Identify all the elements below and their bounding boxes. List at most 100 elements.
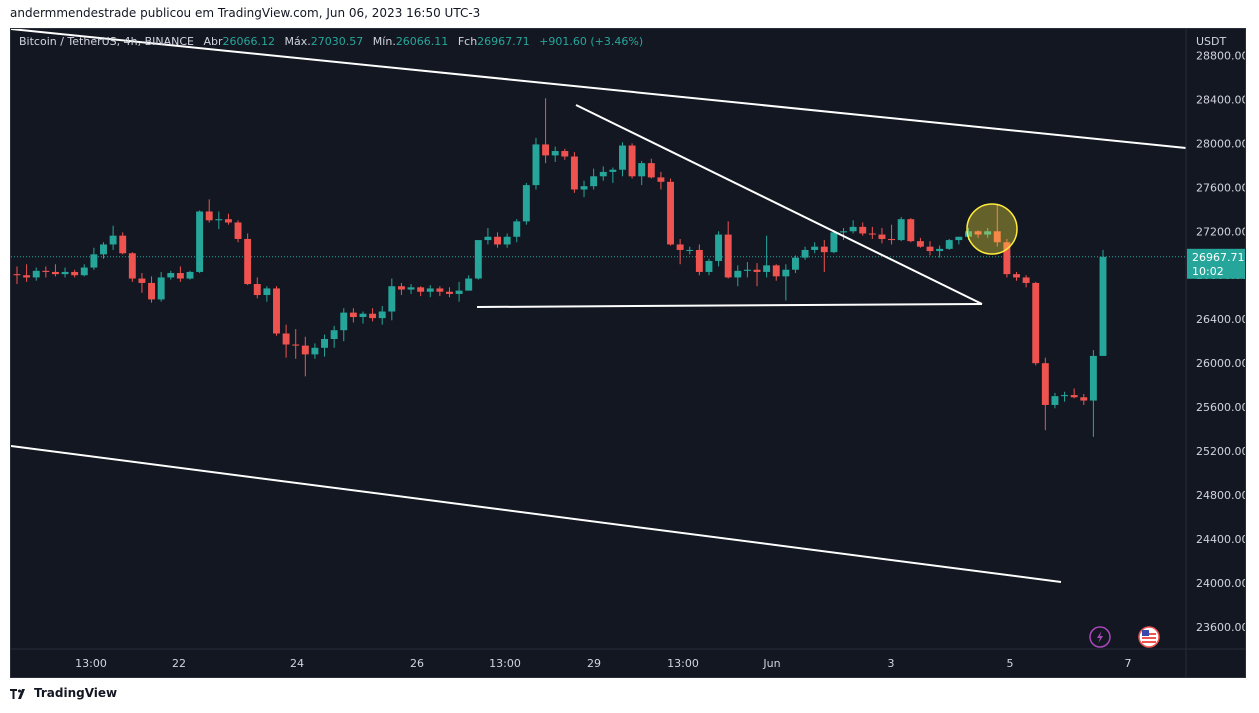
candle[interactable] [686,246,694,255]
candle[interactable] [888,224,896,245]
candle[interactable] [417,286,425,297]
candle[interactable] [695,244,703,276]
candle[interactable] [676,238,684,265]
candle[interactable] [657,171,665,190]
tradingview-logo-icon[interactable] [10,687,28,699]
candle[interactable] [849,220,857,234]
candle[interactable] [80,264,88,277]
candle[interactable] [868,226,876,239]
candle[interactable] [878,227,886,244]
candle[interactable] [1070,388,1078,399]
lower-channel-line[interactable] [11,445,1062,583]
candle[interactable] [359,311,367,324]
candle[interactable] [907,218,915,243]
candle[interactable] [609,167,617,183]
candle[interactable] [1022,275,1030,288]
candle[interactable] [628,143,636,179]
candle[interactable] [1003,238,1011,278]
candle[interactable] [792,255,799,274]
candle[interactable] [196,210,204,274]
candle[interactable] [292,329,300,359]
candle[interactable] [378,306,386,325]
candle[interactable] [205,199,213,223]
candle[interactable] [330,325,338,348]
candle[interactable] [13,266,21,285]
candle[interactable] [561,148,569,160]
candle[interactable] [570,152,578,193]
candle[interactable] [542,98,550,164]
candle[interactable] [859,222,867,236]
candle[interactable] [494,232,501,248]
candle[interactable] [349,308,357,323]
candle[interactable] [753,263,761,287]
candle[interactable] [897,216,905,242]
candle[interactable] [301,336,309,377]
candle[interactable] [465,275,473,291]
candle[interactable] [176,266,184,282]
candle[interactable] [186,270,194,280]
chart-frame[interactable]: USDT 28800.00 28400.00 28000.00 27600.00 272… [10,28,1246,678]
candle[interactable] [61,267,69,278]
candle[interactable] [743,262,751,278]
candle[interactable] [513,219,521,243]
candlestick-chart[interactable]: USDT 28800.00 28400.00 28000.00 27600.00 272… [11,29,1245,677]
candle[interactable] [23,264,31,282]
candle[interactable] [1089,349,1097,437]
candle[interactable] [263,286,271,302]
candle[interactable] [455,281,463,302]
candle[interactable] [253,277,261,299]
candle[interactable] [436,286,444,297]
candle[interactable] [580,180,588,198]
candle[interactable] [244,233,252,286]
candle[interactable] [667,178,674,246]
candle[interactable] [234,220,242,243]
candle[interactable] [1041,357,1049,431]
candle[interactable] [484,227,492,245]
candle[interactable] [71,269,79,278]
candle[interactable] [32,267,40,281]
candle[interactable] [224,213,232,225]
candle[interactable] [772,264,780,281]
candle[interactable] [157,271,165,302]
candle[interactable] [321,334,328,357]
highlight-circle[interactable] [966,203,1018,255]
candle[interactable] [128,252,136,282]
footer-brand[interactable]: TradingView [34,686,118,700]
candle[interactable] [109,225,117,250]
candle[interactable] [51,264,59,277]
triangle-base-line[interactable] [476,303,983,308]
candle[interactable] [1080,393,1088,405]
candle[interactable] [1013,271,1020,281]
candle[interactable] [100,242,107,259]
candle[interactable] [974,230,982,238]
candle[interactable] [397,282,405,296]
candle[interactable] [167,270,175,280]
symbol-title[interactable]: Bitcoin / TetherUS, 4h, BINANCE [19,35,195,48]
candle[interactable] [840,227,847,241]
candle[interactable] [388,278,396,321]
candle[interactable] [503,233,511,248]
candle[interactable] [916,237,924,248]
candle[interactable] [801,246,809,260]
candle[interactable] [1099,249,1107,356]
candle[interactable] [811,242,819,254]
candle[interactable] [273,286,280,336]
candle[interactable] [426,285,434,298]
candle[interactable] [407,284,415,294]
candle[interactable] [715,231,723,267]
candle[interactable] [532,137,540,190]
candle[interactable] [369,308,377,322]
candle[interactable] [590,168,598,190]
candle[interactable] [1061,391,1069,402]
candle[interactable] [782,264,790,301]
candle[interactable] [282,324,290,358]
candle[interactable] [311,343,319,359]
candle[interactable] [638,160,646,186]
candle[interactable] [993,203,1001,247]
candle[interactable] [984,227,992,238]
candle[interactable] [446,287,453,298]
candle[interactable] [734,265,742,287]
candle[interactable] [90,247,98,270]
candle[interactable] [138,273,146,293]
candle[interactable] [119,232,127,255]
